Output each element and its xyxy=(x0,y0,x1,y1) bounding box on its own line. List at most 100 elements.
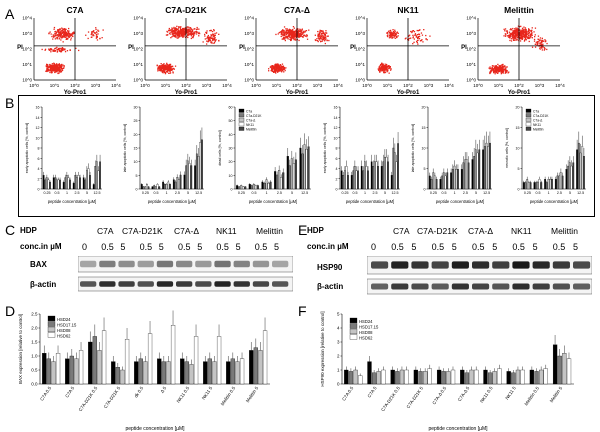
flow-dot xyxy=(390,37,392,39)
flow-dot xyxy=(182,30,184,32)
flow-dot xyxy=(540,44,543,46)
bar xyxy=(72,182,75,190)
flow-dot xyxy=(174,30,176,32)
flow-dot xyxy=(497,69,499,71)
flow-dot xyxy=(494,65,496,67)
bar xyxy=(94,166,97,190)
x-tick-label: 0.5 xyxy=(252,191,257,195)
flow-dot xyxy=(393,34,395,37)
flow-dot xyxy=(184,28,186,30)
flow-dot xyxy=(388,37,391,39)
flow-dot xyxy=(525,31,527,33)
bar xyxy=(581,146,584,190)
flow-dot xyxy=(394,30,396,33)
flow-dot xyxy=(62,28,64,31)
flow-dot xyxy=(525,32,527,34)
y-tick-label: 10^0 xyxy=(133,78,143,83)
bar xyxy=(299,147,302,190)
flow-dot xyxy=(286,31,289,34)
flow-dot xyxy=(514,35,516,37)
bar xyxy=(583,156,585,190)
x-tick-label: 0.5 xyxy=(536,191,541,195)
blot-c-row-bax: BAX xyxy=(30,260,47,269)
x-tick-label: 1 xyxy=(266,191,268,195)
flow-dot xyxy=(502,63,504,66)
legend-label: C7a xyxy=(533,110,539,114)
flow-dot xyxy=(51,63,53,65)
flow-dot xyxy=(281,63,284,65)
blot-band xyxy=(252,260,270,268)
flow-dot xyxy=(172,31,174,34)
blot-header: C7A-Δ xyxy=(174,226,200,236)
flow-dot xyxy=(303,30,305,32)
y-tick-label: 1.5 xyxy=(31,340,38,345)
flow-dot xyxy=(61,68,63,70)
x-tick-label: 10^0 xyxy=(473,83,483,88)
flow-dot xyxy=(281,38,283,40)
flow-dot xyxy=(394,35,396,37)
flow-dot xyxy=(166,30,168,33)
bar xyxy=(552,344,558,385)
flow-dot xyxy=(283,68,286,70)
bar xyxy=(547,179,550,190)
flow-dot xyxy=(385,63,387,65)
flow-dot xyxy=(65,28,67,30)
y-tick-label: 10^2 xyxy=(133,47,143,52)
x-tick-label: 0.25 xyxy=(238,191,245,195)
flow-dot xyxy=(202,41,204,43)
blot-band xyxy=(214,260,231,268)
flow-dot xyxy=(205,32,208,34)
flow-dot xyxy=(68,30,70,32)
flow-dot xyxy=(493,68,495,70)
flow-dot xyxy=(184,32,186,34)
flow-dot xyxy=(538,38,540,41)
x-tick-label: 0.25 xyxy=(430,191,437,195)
flow-dot xyxy=(67,32,69,34)
flow-dot xyxy=(166,66,168,68)
flow-dot xyxy=(64,29,66,32)
flow-dot xyxy=(513,39,515,41)
bar xyxy=(74,358,79,385)
flow-dot xyxy=(377,68,379,70)
flow-dot xyxy=(416,41,418,44)
flow-dot xyxy=(395,36,398,38)
x-tick-label: 10^4 xyxy=(333,83,343,88)
flow-dot xyxy=(544,39,546,41)
flow-dot xyxy=(92,34,95,36)
flow-dot xyxy=(293,27,295,29)
flow-dot xyxy=(314,34,316,36)
bar xyxy=(348,371,354,385)
flow-dot xyxy=(277,65,279,67)
x-tick-label: 10^1 xyxy=(383,83,393,88)
flow-dot xyxy=(322,39,324,41)
flow-dot xyxy=(46,63,48,65)
x-tick-label: 1 xyxy=(364,191,366,195)
flow-dot xyxy=(193,32,195,34)
flow-dot xyxy=(46,67,48,69)
flow-dot xyxy=(388,66,390,68)
flow-dot xyxy=(519,37,521,39)
y-tick-label: 60 xyxy=(229,106,233,110)
bar xyxy=(446,172,449,190)
flow-dot xyxy=(67,31,70,33)
bar xyxy=(570,165,573,190)
flow-dot xyxy=(491,67,493,69)
flow-dot xyxy=(515,30,517,32)
bar xyxy=(355,170,358,190)
flow-dot xyxy=(316,40,319,42)
flow-dot xyxy=(292,35,295,37)
bar xyxy=(352,170,355,190)
flow-dot xyxy=(396,32,398,34)
bar xyxy=(381,369,386,385)
blot-band xyxy=(391,261,409,269)
blot-band xyxy=(472,261,490,269)
flow-dot xyxy=(290,33,293,36)
flow-dot xyxy=(275,33,277,36)
flow-dot xyxy=(173,27,175,29)
flow-dot xyxy=(59,29,61,31)
flow-dot xyxy=(285,31,287,33)
flow-dot xyxy=(514,28,516,30)
flow-dot xyxy=(492,65,494,67)
flow-dot xyxy=(279,67,281,69)
